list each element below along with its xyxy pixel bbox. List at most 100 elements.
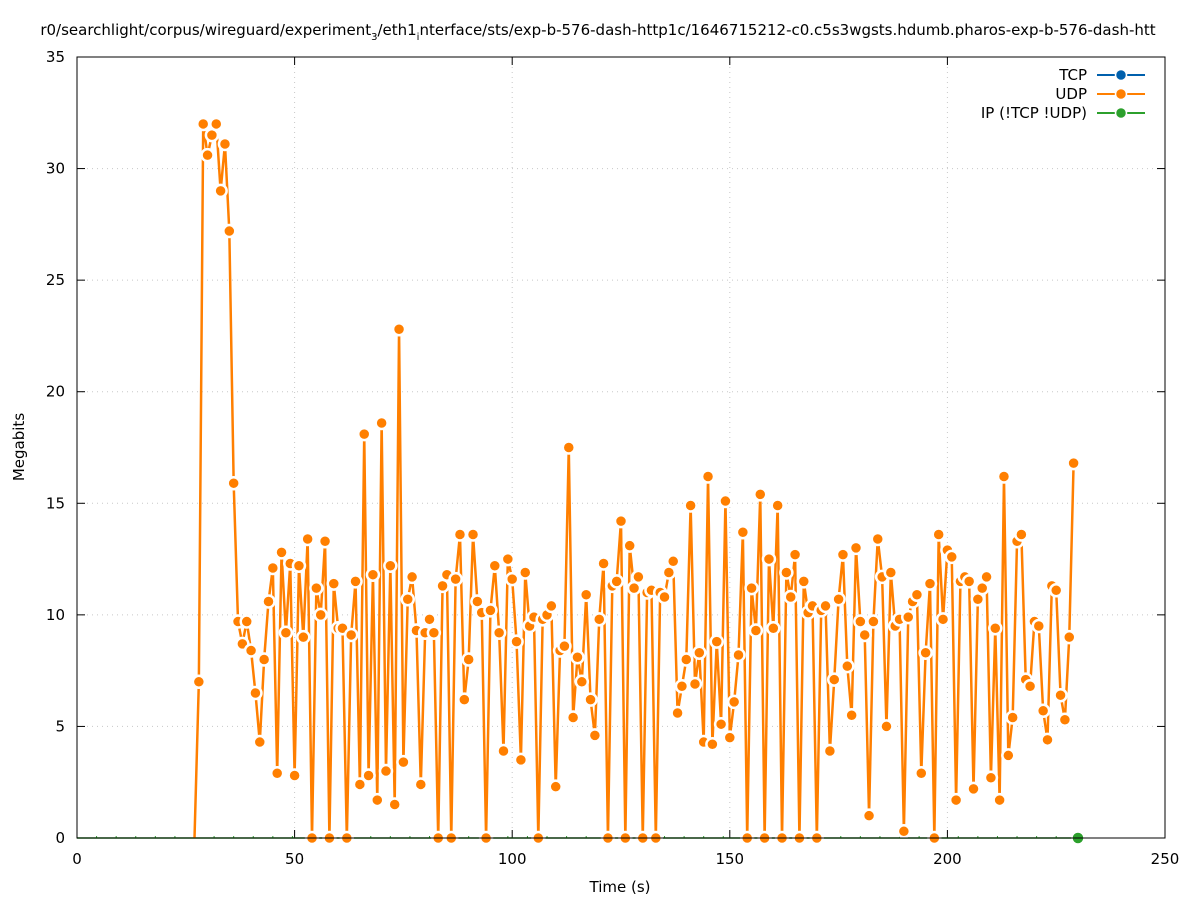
udp-data-point [744,580,759,596]
udp-data-point [948,792,964,808]
udp-data-point [883,565,899,580]
udp-data-point [309,580,324,596]
udp-data-point [574,674,590,690]
udp-data-point [300,531,315,547]
udp-data-point [296,629,311,645]
udp-data-point [217,136,233,152]
chart-title: r0/searchlight/corpus/wireguard/experime… [40,21,1155,43]
udp-data-point [483,603,498,618]
udp-data-point [239,614,254,629]
udp-data-point [826,672,842,687]
udp-data-point [343,627,359,643]
udp-data-point [1062,629,1077,645]
udp-data-point [1022,679,1038,694]
udp-data-point [709,634,724,649]
udp-data-point [578,587,594,603]
udp-data-point [726,694,742,710]
udp-data-point [370,792,385,808]
udp-data-point [670,705,685,721]
data-series [76,116,1085,846]
udp-data-point [713,716,729,732]
udp-data-point [243,643,259,658]
udp-data-point [931,527,946,542]
udp-data-point [226,475,241,491]
udp-data-point [622,538,637,553]
udp-data-point [679,652,694,667]
udp-data-point [657,589,672,605]
udp-data-point [378,763,394,779]
udp-data-point [944,549,960,565]
udp-data-point [722,730,738,745]
udp-data-point [909,587,925,603]
udp-data-point [391,321,407,337]
udp-data-point [979,569,994,585]
udp-data-point [1035,703,1051,719]
udp-data-point [396,754,411,770]
udp-data-point [613,513,629,529]
x-tick-label: 150 [715,850,744,868]
udp-data-point [465,527,481,542]
udp-data-point [674,679,690,694]
udp-data-point [896,824,912,839]
grid-lines [77,57,1165,838]
udp-data-point [700,469,716,484]
udp-data-point [518,565,533,580]
udp-data-point [400,591,416,607]
udp-data-point [1066,455,1081,471]
udp-data-point [988,620,1003,636]
udp-data-point [200,147,215,163]
udp-data-point [683,498,698,513]
udp-data-point [195,116,211,132]
y-tick-label: 25 [46,271,65,289]
udp-data-point [918,645,933,661]
y-tick-label: 35 [46,48,65,66]
udp-data-point [252,734,268,750]
y-tick-label: 5 [55,717,65,735]
udp-data-point [274,545,289,560]
udp-data-point [496,743,511,759]
udp-data-point [748,623,764,638]
axis-ticks: 0 5 10 15 20 25 30 35 0 50 100 150 200 250 [46,48,1179,868]
plot-border [76,56,1166,839]
udp-data-point [853,614,868,629]
udp-data-point [857,627,872,643]
udp-data-point [548,779,563,794]
udp-data-point [422,612,437,627]
udp-data-point [783,589,798,605]
x-axis-label: Time (s) [589,878,651,896]
udp-data-point [831,591,846,607]
x-tick-label: 0 [72,850,82,868]
udp-data-point [665,554,681,569]
udp-data-point [278,625,294,640]
udp-data-point [326,576,342,591]
udp-data-point [861,808,877,823]
udp-data-point [457,692,472,707]
udp-data-point [209,116,224,132]
udp-data-point [513,752,529,768]
udp-data-point [879,719,894,734]
y-tick-label: 10 [46,606,65,624]
udp-data-point [269,766,285,781]
udp-data-point [922,576,938,591]
udp-data-point [265,560,281,576]
udp-data-point [848,540,864,556]
udp-data-point [596,556,611,571]
udp-data-point [731,647,746,663]
udp-data-point [914,766,929,781]
udp-data-point [770,498,785,513]
udp-data-point [822,743,838,759]
udp-data-point [779,565,794,580]
udp-data-point [213,183,228,199]
udp-data-point [840,658,855,674]
udp-data-point [692,645,707,661]
udp-data-point [557,638,572,654]
udp-data-point [1053,687,1068,703]
x-tick-label: 200 [933,850,962,868]
udp-data-point [966,781,981,797]
udp-data-point [313,607,328,623]
udp-data-point [787,547,803,562]
udp-data-point [491,625,507,640]
x-tick-label: 100 [498,850,527,868]
udp-data-point [766,620,781,636]
